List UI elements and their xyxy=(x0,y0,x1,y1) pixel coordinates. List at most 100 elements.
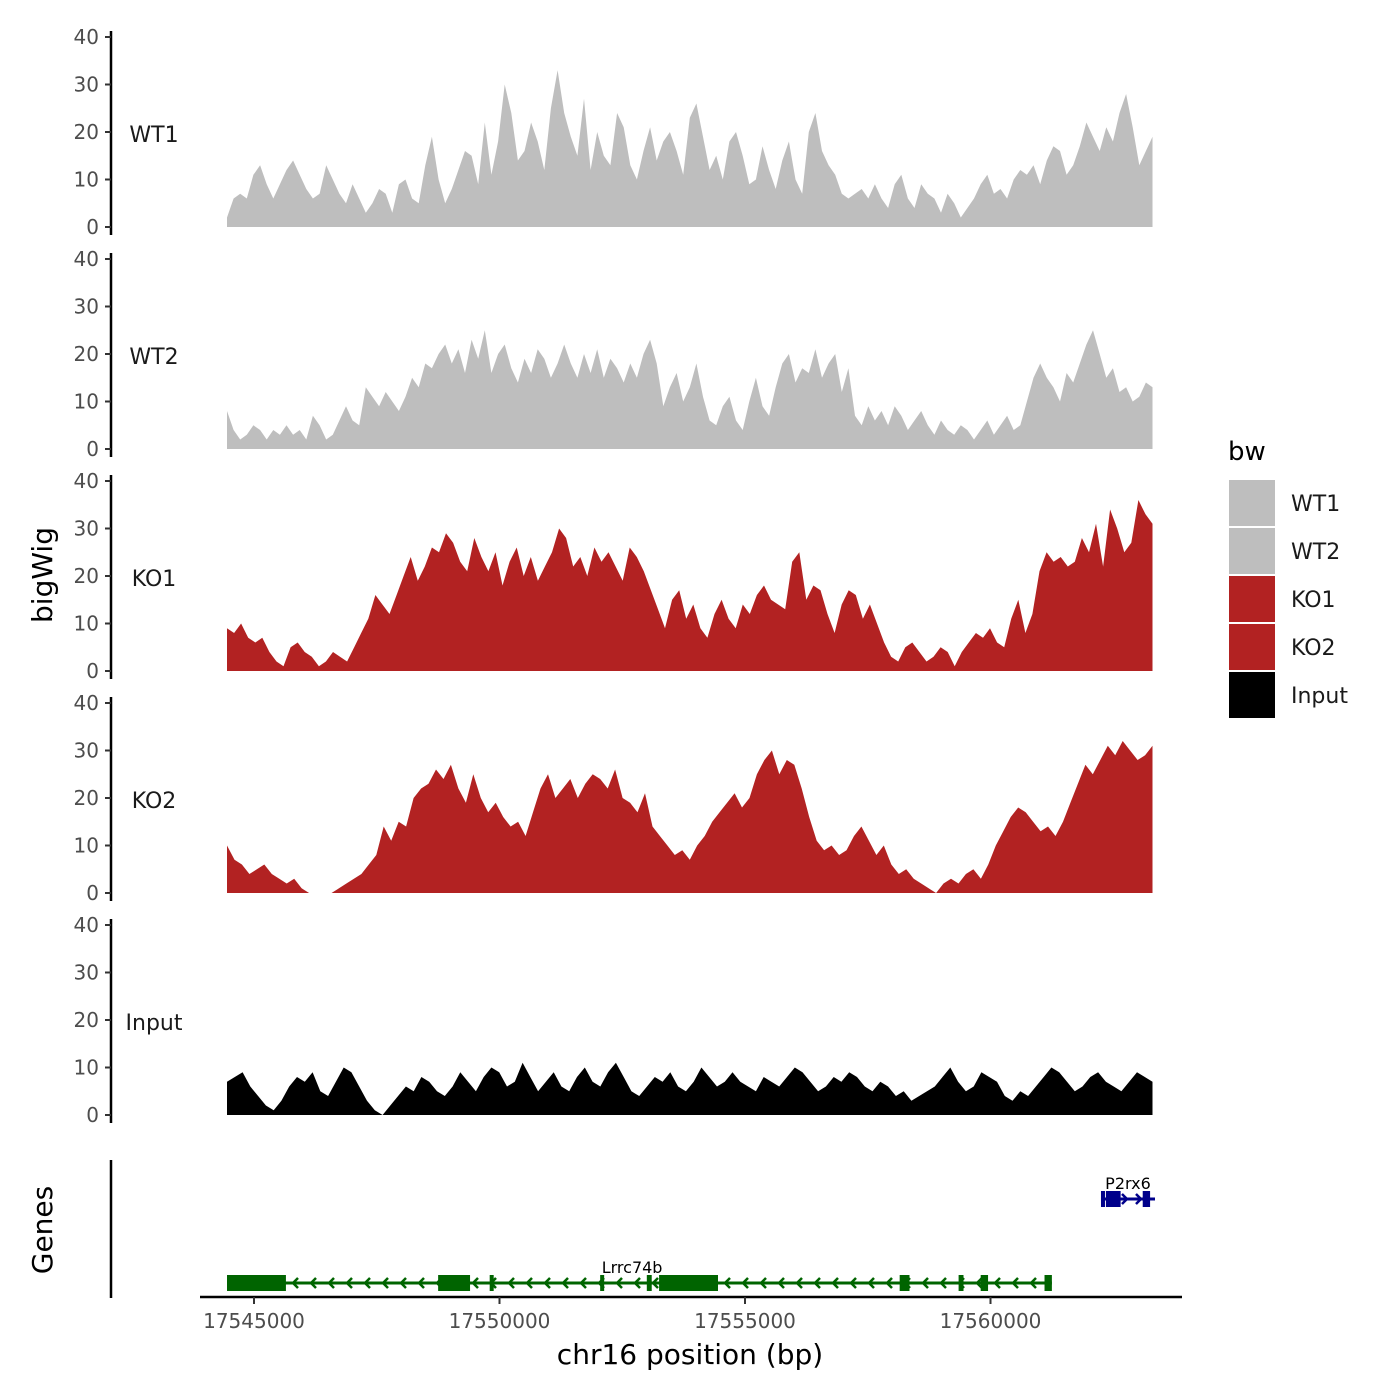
strand-arrow xyxy=(417,1277,425,1289)
y-tick-label: 40 xyxy=(74,25,99,49)
strand-arrow xyxy=(309,1277,317,1289)
strand-arrow xyxy=(723,1277,731,1289)
gene-exon xyxy=(1044,1275,1052,1291)
track-wt2: 0 10 20 30 40 WT2 xyxy=(74,247,1153,461)
legend-key-ko1 xyxy=(1229,576,1275,622)
y-tick-label: 40 xyxy=(74,469,99,493)
gene-exon xyxy=(600,1275,605,1291)
strand-arrow xyxy=(867,1277,875,1289)
signal-area-ko2 xyxy=(227,741,1153,893)
gene-label: P2rx6 xyxy=(1105,1174,1151,1193)
strand-arrow xyxy=(885,1277,893,1289)
signal-area-ko1 xyxy=(227,500,1153,671)
y-tick-label: 0 xyxy=(86,881,99,905)
strand-arrow xyxy=(813,1277,821,1289)
strand-arrow xyxy=(543,1277,551,1289)
y-tick-label: 40 xyxy=(74,913,99,937)
track-label: WT2 xyxy=(129,345,178,370)
y-tick-label: 10 xyxy=(74,834,99,858)
track-wt1: 0 10 20 30 40 WT1 xyxy=(74,25,1153,239)
y-tick-label: 30 xyxy=(74,295,99,319)
y-tick-label: 30 xyxy=(74,517,99,541)
strand-arrow xyxy=(345,1277,353,1289)
y-tick-label: 20 xyxy=(74,1008,99,1032)
gene-exon xyxy=(438,1275,471,1291)
y-tick-label: 10 xyxy=(74,168,99,192)
gene-p2rx6: P2rx6 xyxy=(1100,1174,1155,1207)
y-tick-label: 10 xyxy=(74,390,99,414)
legend: bw WT1 WT2 KO1 KO2 Input xyxy=(1228,437,1348,718)
gene-exon xyxy=(1105,1191,1121,1207)
y-tick-label: 30 xyxy=(74,739,99,763)
gene-exon xyxy=(958,1275,964,1291)
legend-label: KO1 xyxy=(1291,588,1336,613)
strand-arrow xyxy=(975,1277,983,1289)
legend-key-input xyxy=(1229,672,1275,718)
strand-arrow xyxy=(831,1277,839,1289)
legend-label: WT1 xyxy=(1291,492,1340,517)
track-ko1: 0 10 20 30 40 KO1 xyxy=(74,469,1153,683)
y-tick-label: 30 xyxy=(74,961,99,985)
strand-arrow xyxy=(1029,1277,1037,1289)
strand-arrow xyxy=(327,1277,335,1289)
legend-title: bw xyxy=(1228,437,1266,467)
y-tick-label: 20 xyxy=(74,564,99,588)
strand-arrow xyxy=(795,1277,803,1289)
strand-arrow xyxy=(777,1277,785,1289)
y-tick-label: 0 xyxy=(86,1103,99,1127)
y-axis-title: bigWig xyxy=(26,527,59,623)
strand-arrow xyxy=(381,1277,389,1289)
strand-arrow xyxy=(651,1277,659,1289)
strand-arrow xyxy=(849,1277,857,1289)
track-label: KO2 xyxy=(132,789,177,814)
x-axis: 17545000 17550000 17555000 17560000 xyxy=(200,1295,1182,1333)
strand-arrow xyxy=(615,1277,623,1289)
strand-arrow xyxy=(741,1277,749,1289)
legend-key-wt2 xyxy=(1229,528,1275,574)
legend-key-ko2 xyxy=(1229,624,1275,670)
track-label: KO1 xyxy=(132,567,177,592)
x-tick-label: 17560000 xyxy=(940,1309,1042,1333)
track-ko2: 0 10 20 30 40 KO2 xyxy=(74,691,1153,905)
track-input: 0 10 20 30 40 Input xyxy=(74,913,1153,1127)
track-label: WT1 xyxy=(129,123,178,148)
strand-arrow xyxy=(633,1277,641,1289)
strand-arrow xyxy=(507,1277,515,1289)
gene-exon xyxy=(227,1275,286,1291)
strand-arrow xyxy=(561,1277,569,1289)
gene-label: Lrrc74b xyxy=(602,1258,663,1277)
gene-exon xyxy=(646,1275,652,1291)
strand-arrow xyxy=(1135,1193,1143,1205)
signal-tracks: 0 10 20 30 40 WT1 0 10 20 30 40 WT2 0 10 20 30 40 KO1 0 10 2… xyxy=(74,25,1153,1127)
strand-arrow xyxy=(921,1277,929,1289)
gene-exon xyxy=(980,1275,989,1291)
y-tick-label: 0 xyxy=(86,215,99,239)
y-tick-label: 40 xyxy=(74,691,99,715)
gene-exon xyxy=(1100,1191,1105,1207)
gene-exon xyxy=(1142,1191,1151,1207)
strand-arrow xyxy=(291,1277,299,1289)
strand-arrow xyxy=(939,1277,947,1289)
strand-arrow xyxy=(363,1277,371,1289)
genes-track-title: Genes xyxy=(26,1186,59,1274)
track-label: Input xyxy=(126,1011,183,1036)
y-tick-label: 10 xyxy=(74,1056,99,1080)
y-tick-label: 20 xyxy=(74,786,99,810)
strand-arrow xyxy=(993,1277,1001,1289)
x-tick-label: 17555000 xyxy=(694,1309,796,1333)
signal-area-wt1 xyxy=(227,70,1153,227)
x-tick-label: 17545000 xyxy=(203,1309,305,1333)
x-tick-label: 17550000 xyxy=(449,1309,551,1333)
y-tick-label: 0 xyxy=(86,437,99,461)
strand-arrow xyxy=(579,1277,587,1289)
strand-arrow xyxy=(471,1277,479,1289)
strand-arrow xyxy=(399,1277,407,1289)
legend-label: Input xyxy=(1291,684,1348,709)
y-tick-label: 20 xyxy=(74,120,99,144)
strand-arrow xyxy=(525,1277,533,1289)
gene-exon xyxy=(899,1275,910,1291)
gene-exon xyxy=(489,1275,494,1291)
y-tick-label: 0 xyxy=(86,659,99,683)
legend-label: WT2 xyxy=(1291,540,1340,565)
